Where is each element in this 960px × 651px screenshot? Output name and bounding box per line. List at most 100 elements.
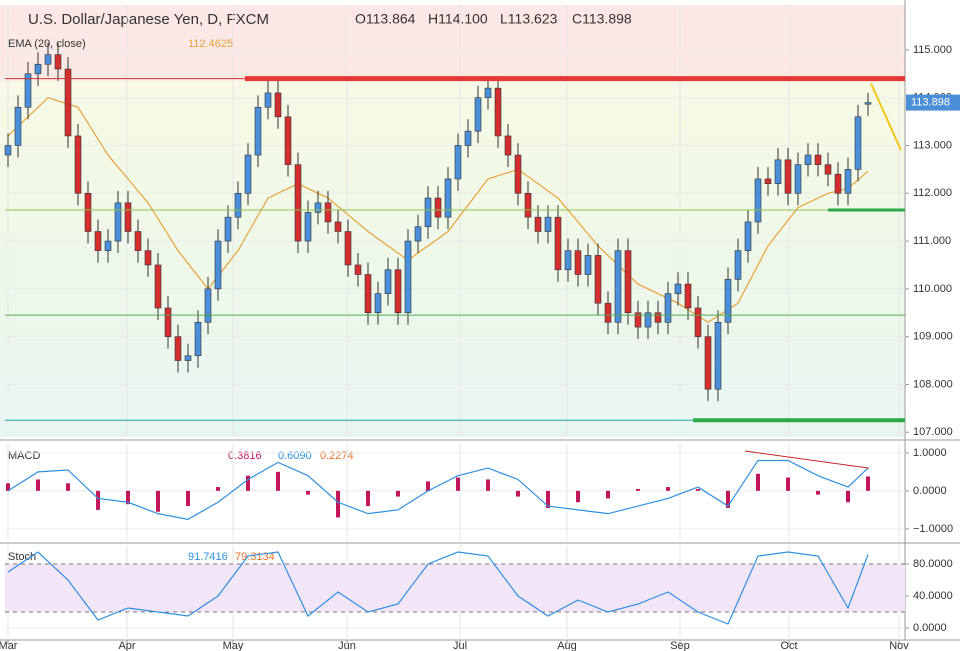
candle-body — [794, 164, 802, 194]
candle-body — [614, 250, 622, 323]
histogram-bar — [306, 490, 310, 495]
plot-layer: 107.000 108.000 109.000 110.000 111.000 112.0… — [0, 5, 960, 651]
band — [5, 564, 905, 612]
candle-body — [254, 106, 262, 156]
ohlc-low: L113.623 — [500, 11, 558, 27]
histogram-bar — [786, 477, 790, 491]
y-tick-label: 113.000 — [913, 139, 952, 151]
histogram-bar — [486, 479, 490, 491]
histogram-bar — [816, 490, 820, 495]
candle-body — [154, 264, 162, 309]
candle-body — [504, 135, 512, 156]
histogram-bar — [516, 490, 520, 497]
candle-body — [344, 231, 352, 266]
candle-body — [264, 92, 272, 108]
candle-body — [54, 54, 62, 70]
price-tag: 113.898 — [911, 96, 950, 108]
candle-body — [724, 279, 732, 323]
candle-body — [124, 202, 132, 232]
candle-body — [484, 87, 492, 99]
macd-pane — [0, 443, 905, 541]
candle-body — [744, 221, 752, 251]
candle-body — [684, 283, 692, 309]
price-tag-bg — [906, 94, 960, 111]
x-tick-label: Apr — [118, 640, 135, 651]
y-tick-label: 110.000 — [913, 283, 952, 295]
candle-body — [324, 202, 332, 223]
histogram-bar — [6, 483, 10, 491]
candle-body — [574, 250, 582, 275]
x-tick-label: Jul — [453, 640, 467, 651]
candle-body — [284, 116, 292, 165]
candle-body — [34, 63, 42, 75]
histogram-bar — [96, 490, 100, 510]
candle-body — [444, 178, 452, 218]
histogram-bar — [846, 490, 850, 503]
y-tick-label: −1.0000 — [913, 523, 953, 535]
candle-body — [634, 312, 642, 328]
candle-body — [584, 255, 592, 275]
candle-body — [294, 164, 302, 242]
candle-body — [364, 274, 372, 314]
histogram-bar — [606, 490, 610, 499]
histogram-bar — [246, 475, 250, 491]
candle-body — [834, 173, 842, 194]
y-tick-label: 40.0000 — [913, 590, 953, 602]
candle-body — [864, 102, 872, 105]
candle-body — [164, 307, 172, 337]
candle-body — [414, 226, 422, 242]
candle-body — [664, 293, 672, 323]
drawing-line — [870, 82, 902, 151]
histogram-bar — [186, 490, 190, 507]
histogram-bar — [726, 490, 730, 508]
macd-value: 0.2274 — [320, 450, 354, 462]
y-tick-label: 107.000 — [913, 426, 953, 438]
candle-body — [244, 154, 252, 194]
histogram-bar — [576, 490, 580, 503]
histogram-bar — [866, 476, 870, 491]
candle-body — [734, 250, 742, 280]
y-tick-label: 108.000 — [913, 378, 953, 390]
histogram-bar — [66, 483, 70, 491]
y-tick-label: 109.000 — [913, 331, 953, 343]
candle-body — [234, 192, 242, 218]
x-tick-label: Aug — [557, 640, 577, 651]
y-tick-label: 80.0000 — [913, 558, 953, 570]
candle-body — [64, 68, 72, 137]
x-tick-label: Oct — [780, 640, 797, 651]
candle-body — [524, 192, 532, 218]
candle-body — [764, 178, 772, 185]
stoch-label: Stoch — [8, 551, 36, 563]
x-tick-label: Jun — [338, 640, 356, 651]
ema-value: 112.4625 — [188, 38, 233, 50]
candle-body — [654, 312, 662, 323]
candle-body — [384, 269, 392, 294]
candle-body — [134, 231, 142, 251]
indicator-line — [7, 97, 869, 324]
candle-body — [624, 250, 632, 314]
candle-body — [44, 54, 52, 65]
candle-body — [694, 307, 702, 337]
macd-label: MACD — [8, 450, 40, 462]
y-tick-label: 0.0000 — [913, 622, 947, 634]
x-tick-label: Sep — [670, 640, 690, 651]
histogram-bar — [756, 473, 760, 491]
candle-body — [804, 154, 812, 165]
stoch-value: 91.7416 — [188, 551, 228, 563]
candle-body — [704, 336, 712, 390]
histogram-bar — [126, 490, 130, 505]
y-tick-label: 1.0000 — [913, 447, 947, 459]
candle-body — [474, 97, 482, 132]
histogram-bar — [156, 490, 160, 512]
candle-body — [374, 293, 382, 314]
histogram-bar — [36, 479, 40, 491]
candle-body — [754, 178, 762, 223]
candle-body — [74, 135, 82, 194]
candle-body — [224, 216, 232, 242]
y-tick-label: 112.000 — [913, 187, 952, 199]
candle-body — [514, 154, 522, 194]
y-tick-label: 111.000 — [913, 235, 951, 247]
indicator-line — [7, 459, 869, 520]
candle-body — [24, 73, 32, 108]
histogram-bar — [456, 477, 460, 491]
